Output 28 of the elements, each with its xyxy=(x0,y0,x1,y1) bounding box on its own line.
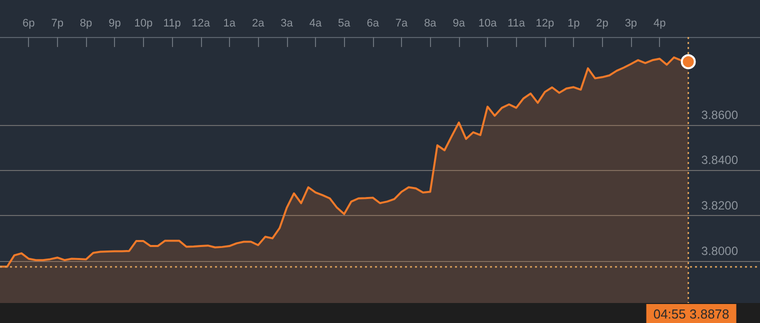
x-tick-label: 11a xyxy=(507,18,526,30)
y-tick-label: 3.8400 xyxy=(701,153,738,168)
x-tick-label: 3a xyxy=(280,18,294,30)
x-tick-label: 6p xyxy=(22,18,35,30)
y-tick-label: 3.8000 xyxy=(701,244,738,258)
x-tick-label: 3p xyxy=(624,18,638,30)
y-tick-label: 3.8200 xyxy=(701,198,738,213)
x-tick-label: 9a xyxy=(452,18,466,30)
x-tick-label: 7a xyxy=(395,18,408,30)
x-tick-label: 9p xyxy=(108,18,121,30)
x-tick-label: 2a xyxy=(252,18,266,30)
x-tick-label: 4a xyxy=(309,18,322,30)
x-tick-label: 5a xyxy=(338,18,352,30)
text: 04:55 3.8878 xyxy=(653,306,730,322)
x-tick-label: 8p xyxy=(80,18,92,30)
x-tick-label: 1p xyxy=(567,18,580,30)
x-tick-label: 10a xyxy=(478,18,498,30)
x-tick-label: 4p xyxy=(654,18,666,30)
x-tick-label: 2p xyxy=(596,18,608,30)
y-tick-label: 3.8600 xyxy=(701,108,738,122)
x-tick-label: 12p xyxy=(536,18,554,30)
x-tick-label: 8a xyxy=(424,18,438,30)
x-tick-label: 7p xyxy=(51,18,64,30)
x-tick-label: 12a xyxy=(192,18,211,30)
x-tick-label: 10p xyxy=(134,18,153,30)
x-tick-label: 6a xyxy=(366,18,380,30)
x-tick-label: 1a xyxy=(223,18,236,30)
x-tick-label: 11p xyxy=(163,18,181,30)
